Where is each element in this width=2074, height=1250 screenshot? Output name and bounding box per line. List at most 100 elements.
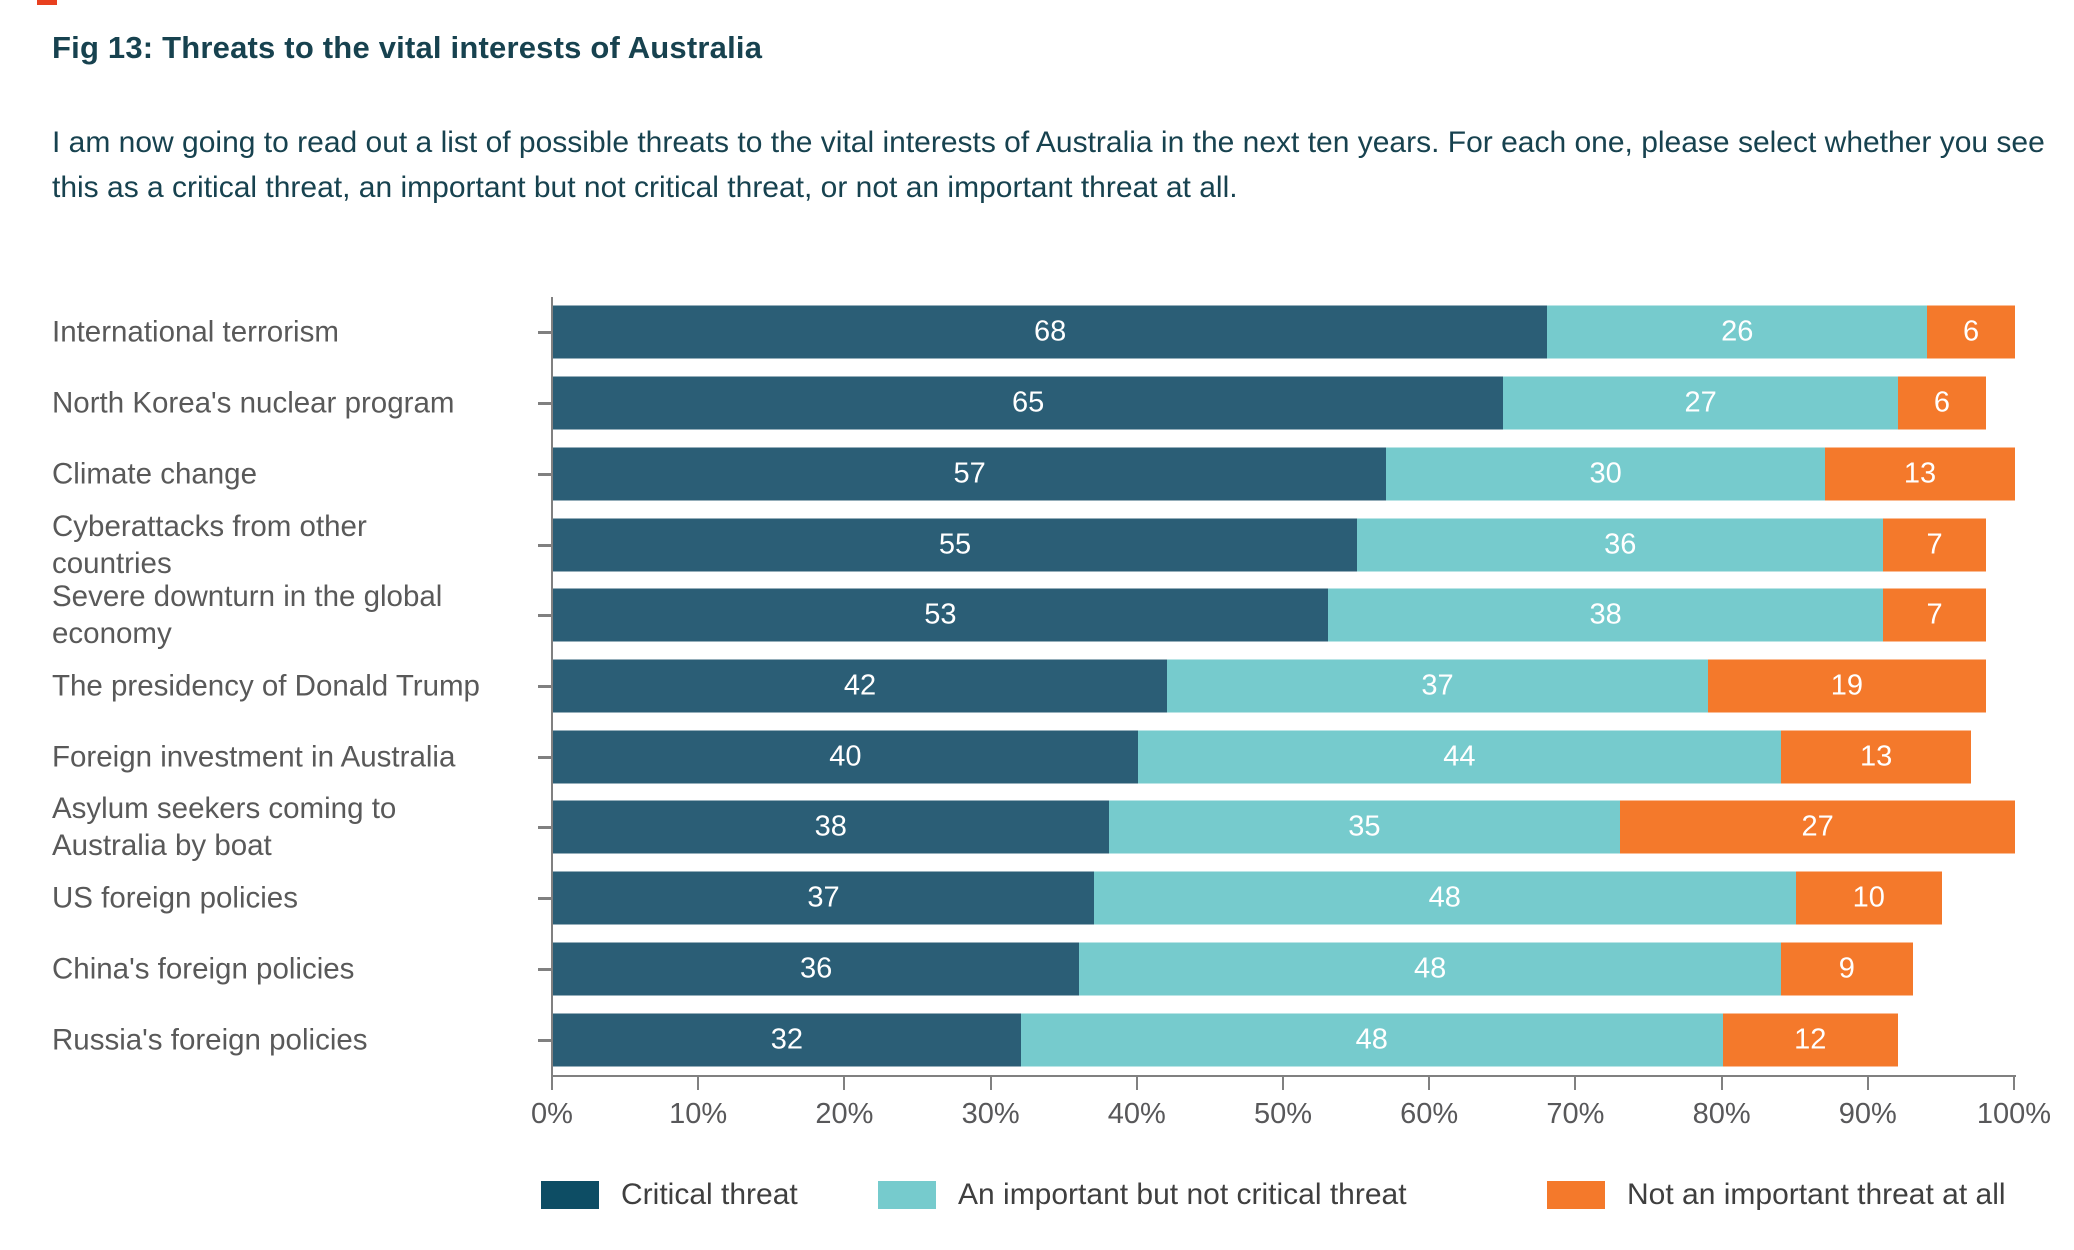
- bar-row: North Korea's nuclear program 65 27 6: [0, 368, 2074, 439]
- category-label: North Korea's nuclear program: [52, 386, 455, 420]
- page-edge-mark: [37, 0, 57, 5]
- bar-segment-important: 48: [1093, 871, 1796, 925]
- segment-value-label: 9: [1838, 952, 1855, 985]
- bar-segment-critical: 40: [553, 730, 1138, 784]
- bar-segment-not-important: 13: [1781, 730, 1972, 784]
- category-label: Climate change: [52, 457, 257, 491]
- bar-segment-important: 26: [1547, 305, 1928, 359]
- y-axis-tick: [538, 614, 552, 618]
- x-axis-tick: [1720, 1077, 1723, 1090]
- bar-row: The presidency of Donald Trump 42 37 19: [0, 651, 2074, 722]
- bar-segment-critical: 57: [553, 447, 1387, 501]
- segment-value-label: 37: [1421, 669, 1454, 702]
- bar-segment-important: 27: [1503, 376, 1899, 430]
- segment-value-label: 13: [1903, 457, 1937, 490]
- bar-row: Severe downturn in the global economy 53 3…: [0, 580, 2074, 651]
- chart-title: Fig 13: Threats to the vital interests o…: [52, 30, 763, 65]
- x-axis-line: [551, 1075, 2016, 1077]
- bar-segment-not-important: 6: [1927, 305, 2015, 359]
- bar-row: Cyberattacks from other countries 55 36 7: [0, 509, 2074, 580]
- y-axis-tick: [538, 684, 552, 688]
- bar-segment-critical: 37: [553, 871, 1094, 925]
- y-axis-tick: [538, 1038, 552, 1042]
- stacked-bar: 40 44 13: [553, 730, 1972, 784]
- x-axis-tick-label: 60%: [1400, 1098, 1459, 1130]
- bar-segment-critical: 32: [553, 1013, 1021, 1067]
- legend-item: Not an important threat at all: [1547, 1178, 2006, 1212]
- bar-segment-not-important: 12: [1722, 1013, 1899, 1067]
- stacked-bar: 37 48 10: [553, 871, 1942, 925]
- legend-label: An important but not critical threat: [958, 1178, 1407, 1211]
- x-axis-tick-label: 50%: [1253, 1098, 1313, 1130]
- bar-segment-not-important: 9: [1781, 942, 1913, 996]
- y-axis-tick: [538, 472, 552, 476]
- stacked-bar: 32 48 12: [553, 1013, 1899, 1067]
- bar-segment-not-important: 7: [1883, 588, 1986, 642]
- bar-segment-not-important: 7: [1883, 518, 1986, 572]
- category-label: The presidency of Donald Trump: [52, 669, 480, 703]
- category-label: Cyberattacks from other countries: [52, 509, 367, 580]
- bar-segment-critical: 68: [553, 305, 1548, 359]
- segment-value-label: 7: [1926, 528, 1943, 561]
- segment-value-label: 35: [1348, 810, 1381, 843]
- segment-value-label: 42: [843, 669, 877, 702]
- bar-segment-critical: 38: [553, 800, 1109, 854]
- segment-value-label: 36: [800, 952, 833, 985]
- bar-segment-critical: 42: [553, 659, 1168, 713]
- y-axis-line: [551, 297, 553, 1077]
- segment-value-label: 36: [1604, 528, 1637, 561]
- bar-row: Russia's foreign policies 32 48 12: [0, 1004, 2074, 1075]
- x-axis-tick-label: 20%: [815, 1098, 874, 1130]
- x-axis-tick-label: 0%: [531, 1098, 573, 1130]
- y-axis-tick: [538, 331, 552, 335]
- bar-segment-important: 44: [1137, 730, 1782, 784]
- stacked-bar: 36 48 9: [553, 942, 1913, 996]
- x-axis-tick-label: 30%: [961, 1098, 1020, 1130]
- bar-segment-critical: 53: [553, 588, 1328, 642]
- segment-value-label: 6: [1963, 315, 1980, 348]
- segment-value-label: 38: [814, 810, 847, 843]
- stacked-bar: 42 37 19: [553, 659, 1986, 713]
- bar-row: Foreign investment in Australia 40 44 13: [0, 721, 2074, 792]
- segment-value-label: 32: [770, 1023, 804, 1056]
- segment-value-label: 27: [1684, 386, 1717, 419]
- segment-value-label: 6: [1933, 386, 1950, 419]
- x-axis-tick-label: 10%: [669, 1098, 728, 1130]
- segment-value-label: 68: [1033, 315, 1067, 348]
- bar-row: US foreign policies 37 48 10: [0, 863, 2074, 934]
- legend-label: Not an important threat at all: [1627, 1178, 2006, 1211]
- segment-value-label: 12: [1794, 1023, 1827, 1056]
- bar-segment-important: 36: [1357, 518, 1884, 572]
- segment-value-label: 27: [1801, 810, 1834, 843]
- x-axis-tick-label: 100%: [1976, 1098, 2052, 1130]
- segment-value-label: 7: [1926, 598, 1943, 631]
- x-axis-tick: [1135, 1077, 1138, 1090]
- segment-value-label: 48: [1428, 881, 1461, 914]
- segment-value-label: 30: [1589, 457, 1622, 490]
- legend-label: Critical threat: [621, 1178, 798, 1211]
- x-axis-tick: [697, 1077, 700, 1090]
- x-axis-tick: [1574, 1077, 1577, 1090]
- x-axis-tick: [989, 1077, 992, 1090]
- legend-item: An important but not critical threat: [878, 1178, 1407, 1212]
- bar-row: Climate change 57 30 13: [0, 438, 2074, 509]
- category-label: Asylum seekers coming to Australia by bo…: [52, 792, 397, 863]
- x-axis-tick: [551, 1077, 553, 1090]
- x-axis-tick: [843, 1077, 846, 1090]
- legend-swatch-not-important: [1547, 1181, 1605, 1209]
- bar-segment-important: 35: [1108, 800, 1621, 854]
- y-axis-tick: [538, 755, 552, 759]
- bar-segment-critical: 55: [553, 518, 1358, 572]
- x-axis-tick-label: 70%: [1546, 1098, 1605, 1130]
- bar-segment-not-important: 13: [1824, 447, 2015, 501]
- category-label: International terrorism: [52, 315, 339, 349]
- x-axis-tick-label: 90%: [1838, 1098, 1897, 1130]
- stacked-bar: 38 35 27: [553, 800, 2015, 854]
- bar-segment-important: 48: [1020, 1013, 1723, 1067]
- category-label: Severe downturn in the global economy: [52, 580, 443, 651]
- bar-segment-critical: 65: [553, 376, 1504, 430]
- stacked-bar-chart: International terrorism 68 26 6 North Korea'…: [0, 297, 2074, 1075]
- x-axis-tick-label: 80%: [1692, 1098, 1751, 1130]
- bar-segment-not-important: 19: [1707, 659, 1986, 713]
